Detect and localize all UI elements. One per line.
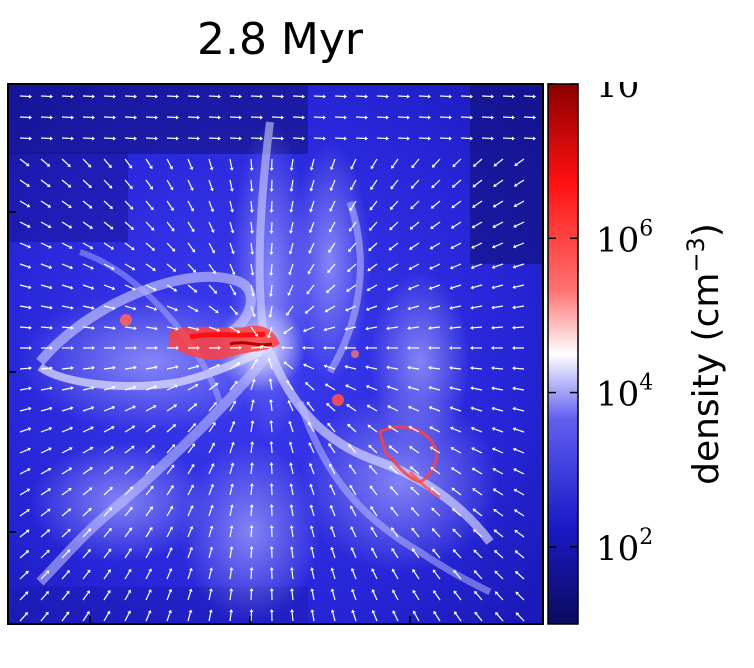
velocity-arrow bbox=[20, 368, 29, 369]
velocity-arrow bbox=[251, 486, 252, 495]
chart-canvas: 102 104 106 108 density (cm−3) bbox=[0, 82, 754, 668]
velocity-arrow bbox=[251, 528, 252, 537]
colorbar-label: density (cm−3) bbox=[682, 223, 727, 485]
colorbar-tick-label: 104 bbox=[596, 371, 653, 415]
velocity-arrow bbox=[41, 327, 50, 328]
velocity-arrow bbox=[251, 201, 252, 210]
colorbar-tick-label: 102 bbox=[596, 525, 653, 569]
velocity-arrow bbox=[271, 423, 272, 432]
velocity-arrow bbox=[271, 243, 272, 252]
velocity-arrow bbox=[271, 444, 272, 453]
density-field bbox=[8, 84, 543, 624]
velocity-arrow bbox=[515, 368, 524, 369]
velocity-arrow bbox=[473, 327, 482, 328]
velocity-arrow bbox=[271, 264, 272, 273]
velocity-arrow bbox=[515, 327, 524, 328]
velocity-arrow bbox=[251, 570, 252, 579]
velocity-arrow bbox=[251, 507, 252, 516]
colorbar-tick-label: 108 bbox=[596, 82, 653, 106]
velocity-arrow bbox=[251, 549, 252, 558]
velocity-arrow bbox=[494, 327, 503, 328]
velocity-arrow bbox=[251, 347, 260, 348]
velocity-arrow bbox=[251, 180, 252, 189]
velocity-arrow bbox=[251, 159, 252, 168]
velocity-arrow bbox=[271, 222, 272, 231]
chart-title: 2.8 Myr bbox=[0, 14, 560, 65]
velocity-arrow bbox=[494, 368, 503, 369]
colorbar-tick-label: 106 bbox=[596, 216, 653, 260]
colorbar bbox=[548, 84, 578, 624]
velocity-arrow bbox=[20, 327, 29, 328]
